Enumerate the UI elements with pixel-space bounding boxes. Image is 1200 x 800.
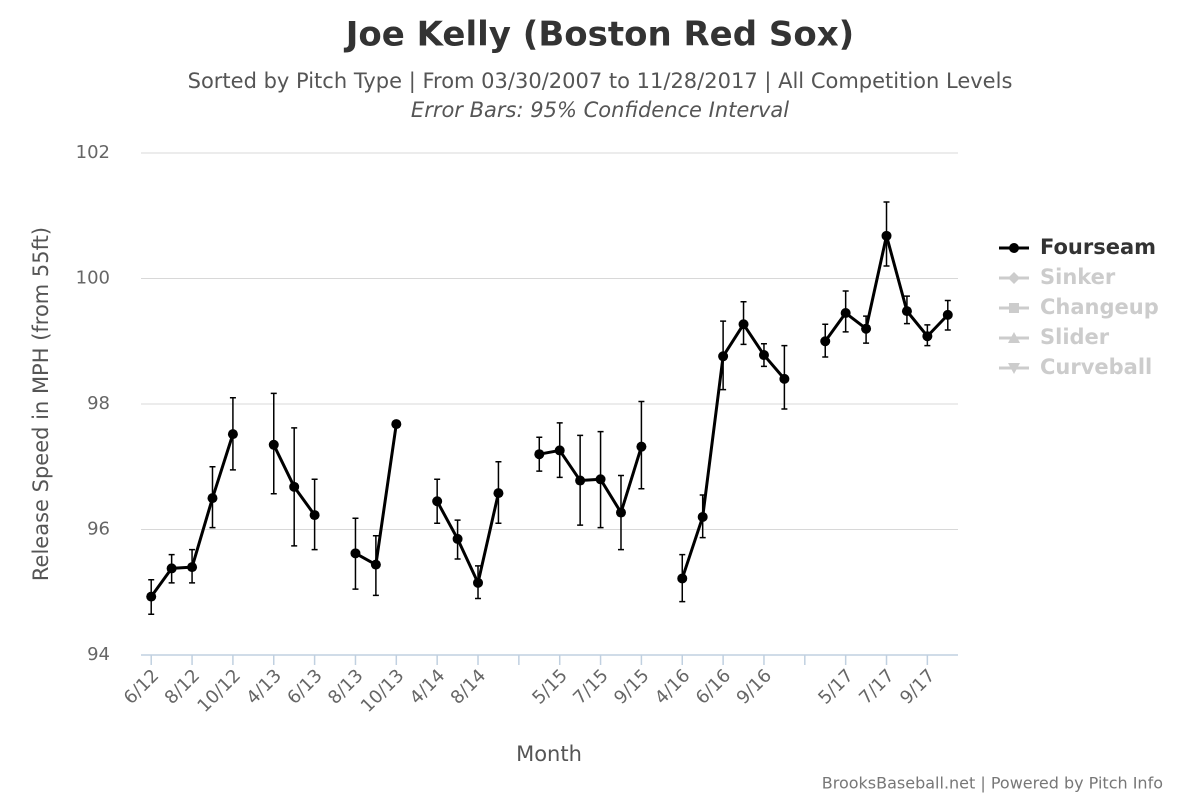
data-point	[758, 350, 769, 361]
x-tick-label: 5/17	[814, 665, 857, 708]
y-tick-label: 102	[76, 142, 110, 163]
x-tick-label: 4/14	[406, 665, 449, 708]
x-tick-label: 5/15	[528, 665, 571, 708]
legend-marker	[1009, 303, 1019, 313]
x-tick-label: 9/16	[733, 665, 776, 708]
data-point	[166, 563, 177, 574]
legend-label[interactable]: Slider	[1040, 325, 1110, 349]
data-point	[289, 481, 300, 492]
data-point	[718, 351, 729, 362]
data-point	[575, 475, 586, 486]
data-point	[881, 230, 892, 241]
legend-label[interactable]: Curveball	[1040, 355, 1152, 379]
chart-subtitle: Error Bars: 95% Confidence Interval	[411, 98, 789, 122]
x-tick-label: 7/17	[855, 665, 898, 708]
legend-marker	[1008, 272, 1020, 284]
data-point	[779, 373, 790, 384]
x-tick-label: 9/15	[610, 665, 653, 708]
x-tick-label: 4/16	[651, 665, 694, 708]
data-point	[942, 309, 953, 320]
legend-marker	[1008, 332, 1020, 343]
data-point	[146, 591, 157, 602]
data-point	[534, 449, 545, 460]
data-point	[922, 331, 933, 342]
x-axis-label: Month	[516, 742, 582, 766]
data-point	[738, 319, 749, 330]
x-tick-label: 9/17	[896, 665, 939, 708]
legend-marker	[1008, 363, 1020, 374]
data-point	[370, 559, 381, 570]
x-tick-label: 6/16	[692, 665, 735, 708]
x-tick-label: 7/15	[569, 665, 612, 708]
data-point	[901, 306, 912, 317]
data-point	[493, 488, 504, 499]
data-point	[309, 510, 320, 521]
data-point	[432, 496, 443, 507]
x-tick-label: 6/13	[283, 665, 326, 708]
legend-marker	[1009, 243, 1019, 253]
data-point	[350, 548, 361, 559]
chart-subtitle: Sorted by Pitch Type | From 03/30/2007 t…	[188, 69, 1013, 94]
data-point	[595, 474, 606, 485]
chart-title: Joe Kelly (Boston Red Sox)	[344, 15, 854, 55]
data-line	[149, 234, 949, 598]
data-point	[207, 493, 218, 504]
legend-label[interactable]: Sinker	[1040, 265, 1116, 289]
data-point	[473, 577, 484, 588]
data-point	[554, 445, 565, 456]
x-tick-label: 4/13	[242, 665, 285, 708]
data-point	[820, 336, 831, 347]
y-axis-label: Release Speed in MPH (from 55ft)	[29, 227, 53, 581]
data-point	[227, 429, 238, 440]
data-point	[677, 573, 688, 584]
y-tick-label: 98	[87, 393, 110, 414]
legend-label[interactable]: Fourseam	[1040, 235, 1156, 259]
x-tick-label: 10/12	[193, 665, 245, 717]
data-point	[697, 511, 708, 522]
data-point	[452, 533, 463, 544]
data-point	[636, 441, 647, 452]
x-tick-label: 6/12	[120, 665, 163, 708]
data-point	[840, 308, 851, 319]
legend-label[interactable]: Changeup	[1040, 295, 1159, 319]
y-tick-label: 96	[87, 519, 110, 540]
x-tick-label: 10/13	[357, 665, 409, 717]
data-point	[268, 439, 279, 450]
data-point	[615, 507, 626, 518]
x-tick-label: 8/14	[447, 665, 490, 708]
data-point	[391, 419, 402, 430]
y-tick-label: 94	[87, 644, 110, 665]
data-point	[861, 323, 872, 334]
y-tick-label: 100	[76, 268, 110, 289]
credit: BrooksBaseball.net | Powered by Pitch In…	[822, 774, 1163, 793]
data-point	[187, 562, 198, 573]
